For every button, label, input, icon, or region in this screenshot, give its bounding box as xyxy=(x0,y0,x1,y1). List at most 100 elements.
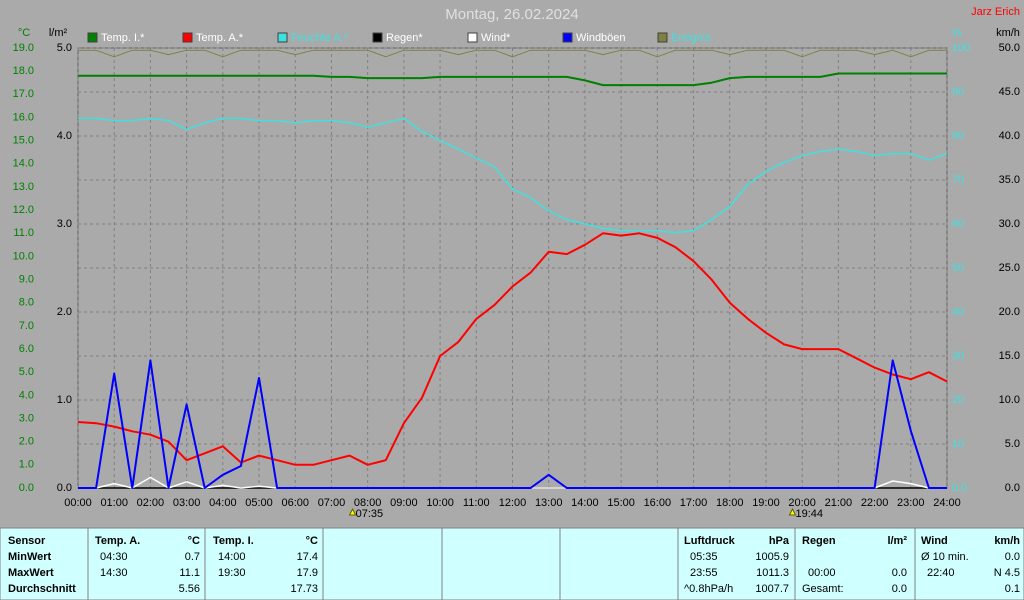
y-tick-label: 10.0 xyxy=(13,250,34,262)
table-cell: 5.56 xyxy=(179,583,200,595)
y-tick-label: 5.0 xyxy=(19,366,34,378)
y-tick-label: 0.0 xyxy=(952,482,967,494)
table-header: °C xyxy=(188,535,200,547)
y-tick-label: 20 xyxy=(952,394,964,406)
x-tick-label: 23:00 xyxy=(897,497,925,509)
y-tick-label: 15.0 xyxy=(999,350,1020,362)
series-line xyxy=(77,232,948,466)
table-cell: 23:55 xyxy=(690,567,718,579)
x-tick-label: 24:00 xyxy=(933,497,961,509)
row-label: MaxWert xyxy=(8,567,54,579)
y-tick-label: 25.0 xyxy=(999,262,1020,274)
x-tick-label: 15:00 xyxy=(607,497,635,509)
axis-unit: km/h xyxy=(996,27,1020,39)
table-cell: 0.0 xyxy=(1005,551,1020,563)
series-line xyxy=(78,72,947,87)
x-tick-label: 14:00 xyxy=(571,497,599,509)
y-tick-label: 0.0 xyxy=(1005,482,1020,494)
y-tick-label: 10.0 xyxy=(999,394,1020,406)
legend-swatch xyxy=(372,32,383,43)
y-tick-label: 19.0 xyxy=(13,42,34,54)
legend-label: Feuchte A.* xyxy=(291,32,349,44)
table-cell: 0.0 xyxy=(892,583,907,595)
legend-label: Windböen xyxy=(576,32,626,44)
y-tick-label: 13.0 xyxy=(13,181,34,193)
y-tick-label: 6.0 xyxy=(19,343,34,355)
x-tick-label: 00:00 xyxy=(64,497,92,509)
y-tick-label: 2.0 xyxy=(57,306,72,318)
x-tick-label: 09:00 xyxy=(390,497,418,509)
y-tick-label: 8.0 xyxy=(19,297,34,309)
series-line xyxy=(78,117,948,234)
y-tick-label: 90 xyxy=(952,86,964,98)
x-tick-label: 10:00 xyxy=(426,497,454,509)
table-cell: 00:00 xyxy=(808,567,836,579)
y-tick-label: 16.0 xyxy=(13,111,34,123)
y-tick-label: 7.0 xyxy=(19,320,34,332)
x-tick-label: 16:00 xyxy=(644,497,672,509)
x-tick-label: 08:00 xyxy=(354,497,382,509)
y-tick-label: 1.0 xyxy=(57,394,72,406)
y-tick-label: 3.0 xyxy=(19,412,34,424)
y-tick-label: 40 xyxy=(952,306,964,318)
y-tick-label: 80 xyxy=(952,130,964,142)
x-tick-label: 06:00 xyxy=(281,497,309,509)
table-cell: 22:40 xyxy=(927,567,955,579)
table-header: Regen xyxy=(802,535,836,547)
y-tick-label: 1.0 xyxy=(19,459,34,471)
y-tick-label: 9.0 xyxy=(19,273,34,285)
table-header: Sensor xyxy=(8,535,46,547)
x-tick-label: 17:00 xyxy=(680,497,708,509)
table-cell: 11.1 xyxy=(179,567,200,579)
legend-swatch xyxy=(562,32,573,43)
table-header: Wind xyxy=(921,535,948,547)
table-cell: 05:35 xyxy=(690,551,718,563)
y-tick-label: 4.0 xyxy=(57,130,72,142)
y-tick-label: 60 xyxy=(952,218,964,230)
x-tick-label: 01:00 xyxy=(100,497,128,509)
y-tick-label: 10 xyxy=(952,438,964,450)
y-tick-label: 4.0 xyxy=(19,389,34,401)
legend-label: Temp. I.* xyxy=(101,32,145,44)
table-header: km/h xyxy=(994,535,1020,547)
stats-panel xyxy=(0,527,1024,600)
table-cell: 1011.3 xyxy=(756,567,789,579)
author: Jarz Erich xyxy=(971,6,1020,18)
y-tick-label: 12.0 xyxy=(13,204,34,216)
table-cell: 04:30 xyxy=(100,551,128,563)
y-tick-label: 2.0 xyxy=(19,436,34,448)
x-tick-label: 19:00 xyxy=(752,497,780,509)
y-tick-label: 35.0 xyxy=(999,174,1020,186)
sun-marker xyxy=(348,507,357,516)
table-cell: 17.9 xyxy=(297,567,318,579)
x-tick-label: 03:00 xyxy=(173,497,201,509)
table-cell: 0.7 xyxy=(185,551,200,563)
x-tick-label: 11:00 xyxy=(463,497,490,509)
y-tick-label: 45.0 xyxy=(999,86,1020,98)
legend-swatch xyxy=(467,32,478,43)
table-cell: 1007.7 xyxy=(755,583,789,595)
table-cell: N 4.5 xyxy=(994,567,1020,579)
axis-unit: % xyxy=(952,27,962,39)
table-cell: 0.0 xyxy=(892,567,907,579)
y-tick-label: 15.0 xyxy=(13,135,34,147)
x-tick-label: 02:00 xyxy=(137,497,165,509)
y-tick-label: 70 xyxy=(952,174,964,186)
series-line xyxy=(78,49,947,58)
table-cell: 0.1 xyxy=(1005,583,1020,595)
x-tick-label: 22:00 xyxy=(861,497,889,509)
table-header: hPa xyxy=(769,535,790,547)
table-header: Temp. I. xyxy=(213,535,254,547)
table-cell: 17.73 xyxy=(290,583,318,595)
axis-unit: l/m² xyxy=(49,27,68,39)
table-cell: 19:30 xyxy=(218,567,246,579)
row-label: MinWert xyxy=(8,551,52,563)
y-tick-label: 50.0 xyxy=(999,42,1020,54)
y-tick-label: 5.0 xyxy=(57,42,72,54)
y-tick-label: 50 xyxy=(952,262,964,274)
sun-marker xyxy=(788,507,797,516)
table-header: Luftdruck xyxy=(684,535,736,547)
table-cell: 17.4 xyxy=(297,551,318,563)
